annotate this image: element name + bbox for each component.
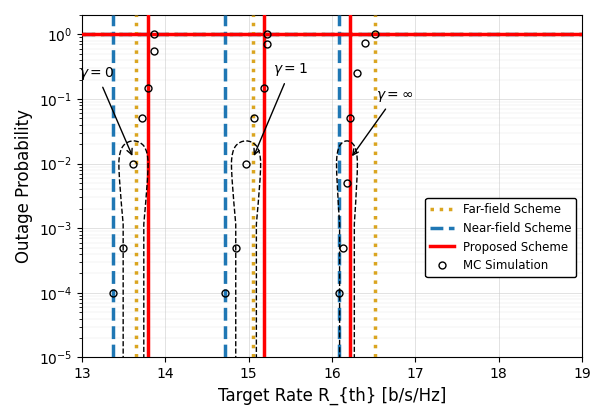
Legend: Far-field Scheme, Near-field Scheme, Proposed Scheme, MC Simulation: Far-field Scheme, Near-field Scheme, Pro…: [425, 198, 576, 277]
Text: $\gamma=1$: $\gamma=1$: [254, 61, 308, 155]
Text: $\gamma=0$: $\gamma=0$: [79, 65, 132, 155]
X-axis label: Target Rate R_{th} [b/s/Hz]: Target Rate R_{th} [b/s/Hz]: [218, 387, 446, 405]
Text: $\gamma=\infty$: $\gamma=\infty$: [353, 89, 413, 155]
Y-axis label: Outage Probability: Outage Probability: [15, 109, 33, 263]
